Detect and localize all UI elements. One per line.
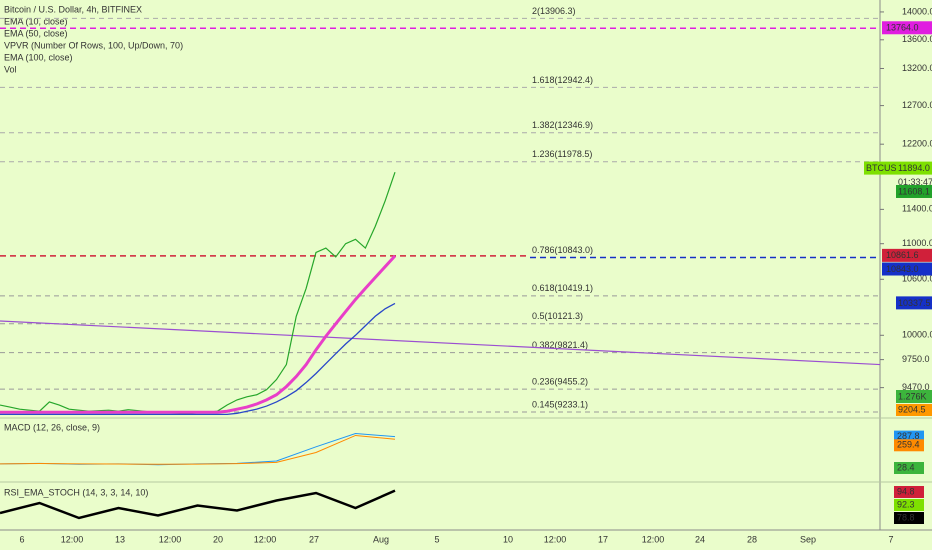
series-line — [0, 302, 396, 416]
price-badge-label: 11894.0 — [898, 163, 930, 173]
legend-entry: EMA (100, close) — [4, 52, 73, 62]
pane-title: MACD (12, 26, close, 9) — [4, 422, 100, 432]
fib-label: 0.382(9821.4) — [532, 340, 588, 350]
rsi-badge — [894, 499, 924, 511]
x-tick-label: 12:00 — [159, 534, 182, 544]
y-tick-label: 13200.0 — [902, 63, 932, 73]
y-tick-label: 9750.0 — [902, 354, 930, 364]
low-badge — [896, 404, 932, 416]
macd-badge — [894, 439, 924, 452]
y-tick-label: 13600.0 — [902, 34, 932, 44]
price-badge — [896, 161, 932, 175]
pane-title: RSI_EMA_STOCH (14, 3, 3, 14, 10) — [4, 487, 148, 497]
x-tick-label: Sep — [800, 534, 816, 544]
fib-label: 1.618(12942.4) — [532, 75, 593, 85]
macd-line — [0, 434, 396, 465]
fib-label: 0.618(10419.1) — [532, 283, 593, 293]
x-tick-label: 12:00 — [254, 534, 277, 544]
y-tick-label: 10600.0 — [902, 274, 932, 284]
countdown: 01:33:47 — [898, 177, 932, 187]
x-tick-label: Aug — [373, 534, 389, 544]
fib-label: 0.786(10843.0) — [532, 245, 593, 255]
x-tick-label: 24 — [695, 534, 705, 544]
volume-label: 1.276K — [898, 391, 927, 401]
x-tick-label: 27 — [309, 534, 319, 544]
rsi-badge-label: 78.8 — [897, 512, 915, 522]
fib-label: 0.145(9233.1) — [532, 399, 588, 409]
y-tick-label: 9470.0 — [902, 382, 930, 392]
trendline — [0, 320, 881, 366]
rsi-badge — [894, 512, 924, 524]
fib-label: 1.236(11978.5) — [532, 149, 592, 159]
x-tick-label: 28 — [747, 534, 757, 544]
chart-title: Bitcoin / U.S. Dollar, 4h, BITFINEX — [4, 4, 142, 14]
x-tick-label: 12:00 — [61, 534, 84, 544]
symbol-label: BTCUSD — [866, 163, 904, 173]
price-badge — [896, 296, 932, 310]
legend-entry: VPVR (Number Of Rows, 100, Up/Down, 70) — [4, 40, 183, 50]
x-tick-label: 6 — [19, 534, 24, 544]
price-badge-label: 10843.0 — [886, 264, 919, 274]
symbol-badge — [864, 161, 896, 175]
series-line — [0, 254, 397, 414]
price-badge — [882, 248, 932, 262]
fib-label: 0.5(10121.3) — [532, 311, 583, 321]
x-tick-label: 12:00 — [544, 534, 567, 544]
y-tick-label: 11000.0 — [902, 238, 932, 248]
legend-entry: EMA (10, close) — [4, 16, 68, 26]
macd-badge-label: 259.4 — [897, 440, 920, 450]
y-tick-label: 12700.0 — [902, 100, 932, 110]
price-badge-label: 10337.5 — [898, 298, 931, 308]
volume-badge — [896, 390, 932, 403]
fib-label: 0.236(9455.2) — [532, 376, 588, 386]
fib-label: 1.382(12346.9) — [532, 120, 593, 130]
rsi-badge-label: 92.3 — [897, 499, 915, 509]
y-tick-label: 10000.0 — [902, 330, 932, 340]
rsi-badge-label: 94.8 — [897, 486, 915, 496]
y-tick-label: 12200.0 — [902, 139, 932, 149]
price-badge-label: 13764.0 — [886, 23, 919, 33]
x-tick-label: 20 — [213, 534, 223, 544]
legend-entry: Vol — [4, 64, 17, 74]
legend-entry: EMA (50, close) — [4, 28, 68, 38]
x-tick-label: 7 — [888, 534, 893, 544]
rsi-line — [0, 489, 396, 520]
x-tick-label: 12:00 — [642, 534, 665, 544]
price-badge — [882, 262, 932, 276]
price-badge — [882, 21, 932, 35]
macd-badge — [894, 462, 924, 474]
low-label: 9204.5 — [898, 404, 926, 414]
y-tick-label: 14000.0 — [902, 6, 932, 16]
macd-badge-label: 287.8 — [897, 431, 920, 441]
x-tick-label: 13 — [115, 534, 125, 544]
x-tick-label: 5 — [434, 534, 439, 544]
price-badge-label: 11608.1 — [898, 186, 930, 196]
macd-badge-label: 28.4 — [897, 462, 915, 472]
fib-label: 2(13906.3) — [532, 6, 576, 16]
rsi-badge — [894, 486, 924, 498]
x-tick-label: 17 — [598, 534, 608, 544]
price-badge-label: 10861.6 — [886, 250, 919, 260]
price-badge — [896, 184, 932, 198]
y-tick-label: 11400.0 — [902, 204, 932, 214]
x-tick-label: 10 — [503, 534, 513, 544]
